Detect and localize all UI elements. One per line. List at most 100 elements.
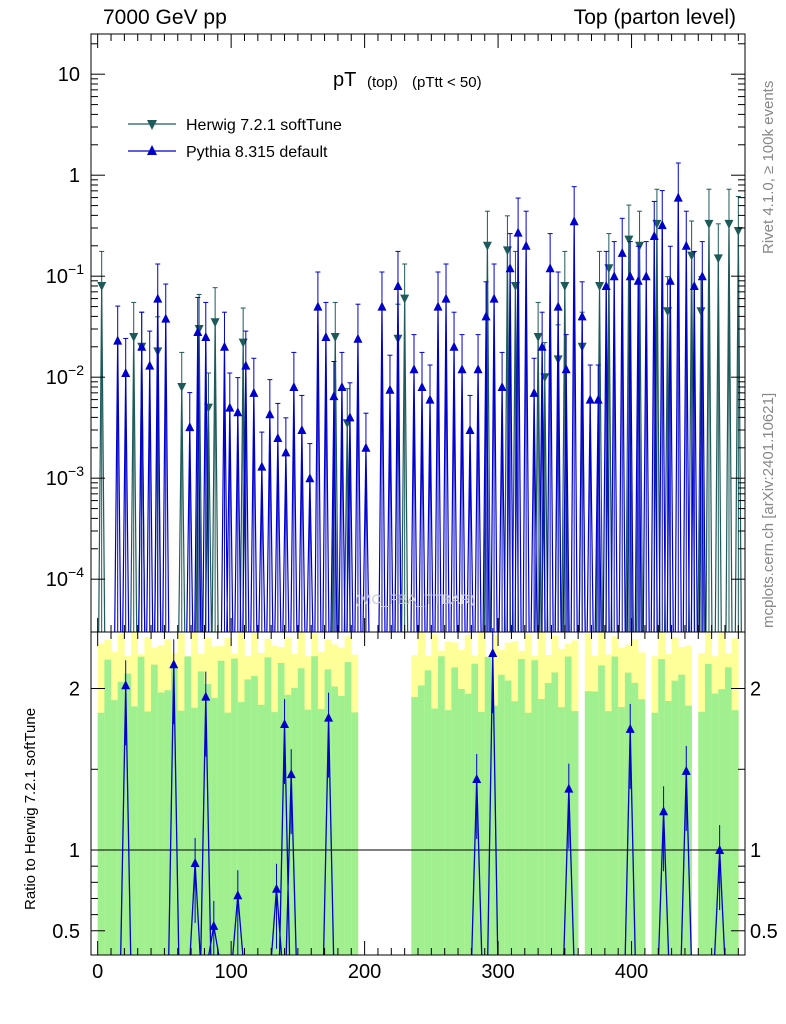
ratio-band-green <box>731 710 739 955</box>
herwig-point <box>724 219 734 229</box>
ratio-band-green <box>444 710 452 955</box>
ratio-band-green <box>184 656 192 955</box>
ratio-band-green <box>604 711 612 955</box>
pythia-point <box>409 364 419 374</box>
ratio-band-green <box>424 670 432 955</box>
ratio-band-green <box>224 712 232 955</box>
ratio-pythia-point <box>488 647 498 657</box>
pythia-point <box>393 280 403 290</box>
herwig-point <box>97 281 107 291</box>
ratio-band-green <box>671 680 679 955</box>
ratio-band-green <box>531 660 539 955</box>
pythia-point <box>353 333 363 343</box>
ratio-pythia-point <box>715 845 725 855</box>
pythia-point <box>225 402 235 412</box>
herwig-point <box>733 227 743 237</box>
ratio-band-green <box>351 712 359 955</box>
pythia-point <box>145 360 155 370</box>
pythia-point <box>297 425 307 435</box>
pythia-point <box>585 394 595 404</box>
ratio-band-green <box>638 699 646 955</box>
ratio-y-tick-label-right: 2 <box>750 679 761 701</box>
ratio-band-green <box>478 711 486 955</box>
pythia-point <box>681 240 691 250</box>
pythia-point <box>617 247 627 257</box>
ratio-band-green <box>231 658 239 955</box>
pythia-point <box>513 227 523 237</box>
ratio-band-green <box>591 691 599 955</box>
plot-title-sub: (top) <box>367 74 398 91</box>
herwig-point <box>330 332 340 342</box>
ratio-band-green <box>164 690 172 955</box>
ratio-band-green <box>97 712 105 955</box>
pythia-point <box>241 360 251 370</box>
pythia-point <box>497 381 507 391</box>
analysis-watermark: (MC_FBA_TTBAR) <box>355 591 475 607</box>
ratio-y-tick-label-right: 0.5 <box>750 921 778 943</box>
pythia-point <box>313 301 323 311</box>
ratio-band-green <box>491 705 499 955</box>
pythia-point <box>649 230 659 240</box>
pythia-point <box>489 293 499 303</box>
ratio-band-green <box>511 701 519 955</box>
pythia-point <box>321 331 331 341</box>
pythia-point <box>449 341 459 351</box>
ratio-band-green <box>618 707 626 955</box>
ratio-band-green <box>151 664 159 955</box>
ratio-band-green <box>464 693 472 955</box>
ratio-band-green <box>157 692 165 955</box>
ratio-band-green <box>411 696 419 955</box>
pythia-point <box>113 335 123 345</box>
pythia-point <box>577 311 587 321</box>
ratio-y-tick-label: 0.5 <box>52 921 80 943</box>
ratio-band-green <box>678 674 686 955</box>
pythia-point <box>441 293 451 303</box>
ratio-band-green <box>197 671 205 955</box>
ratio-band-green <box>431 708 439 955</box>
y-tick-label: 1 <box>69 165 80 187</box>
ratio-pythia-point <box>324 712 334 722</box>
herwig-point <box>595 281 605 291</box>
pythia-point <box>569 216 579 226</box>
process-label: Top (parton level) <box>573 6 736 29</box>
pythia-point <box>673 192 683 202</box>
ratio-pythia-point <box>280 719 290 729</box>
ratio-band-green <box>451 667 459 955</box>
herwig-point <box>704 219 714 229</box>
ratio-band-green <box>498 674 506 955</box>
pythia-point <box>257 461 267 471</box>
pythia-point <box>665 275 675 285</box>
ratio-band-green <box>471 663 479 955</box>
pythia-point <box>473 364 483 374</box>
pythia-point <box>593 394 603 404</box>
ratio-band-green <box>137 656 145 955</box>
pythia-point <box>249 387 259 397</box>
ratio-band-green <box>504 680 512 955</box>
ratio-band-green <box>317 709 325 955</box>
pythia-point <box>689 280 699 290</box>
ratio-pythia-point <box>233 890 243 900</box>
pythia-point <box>537 341 547 351</box>
legend-marker <box>147 145 157 155</box>
x-tick-label: 300 <box>481 961 514 983</box>
pythia-point <box>161 313 171 323</box>
y-tick-label: 10 <box>58 64 80 86</box>
pythia-point <box>609 271 619 281</box>
ratio-band-green <box>144 711 152 955</box>
main-plot <box>97 162 743 633</box>
ratio-y-tick-label-right: 1 <box>750 840 761 862</box>
herwig-point <box>533 332 543 342</box>
ratio-band-green <box>544 683 552 955</box>
ratio-band-green <box>571 711 579 955</box>
pythia-point <box>553 301 563 311</box>
pythia-point <box>481 311 491 321</box>
pythia-point <box>657 220 667 230</box>
ratio-pythia-point <box>190 857 200 867</box>
x-tick-label: 200 <box>348 961 381 983</box>
pythia-point <box>281 447 291 457</box>
pythia-point <box>153 293 163 303</box>
ratio-band-green <box>111 700 118 955</box>
ratio-band-green <box>264 657 272 955</box>
ratio-band-green <box>217 660 225 955</box>
